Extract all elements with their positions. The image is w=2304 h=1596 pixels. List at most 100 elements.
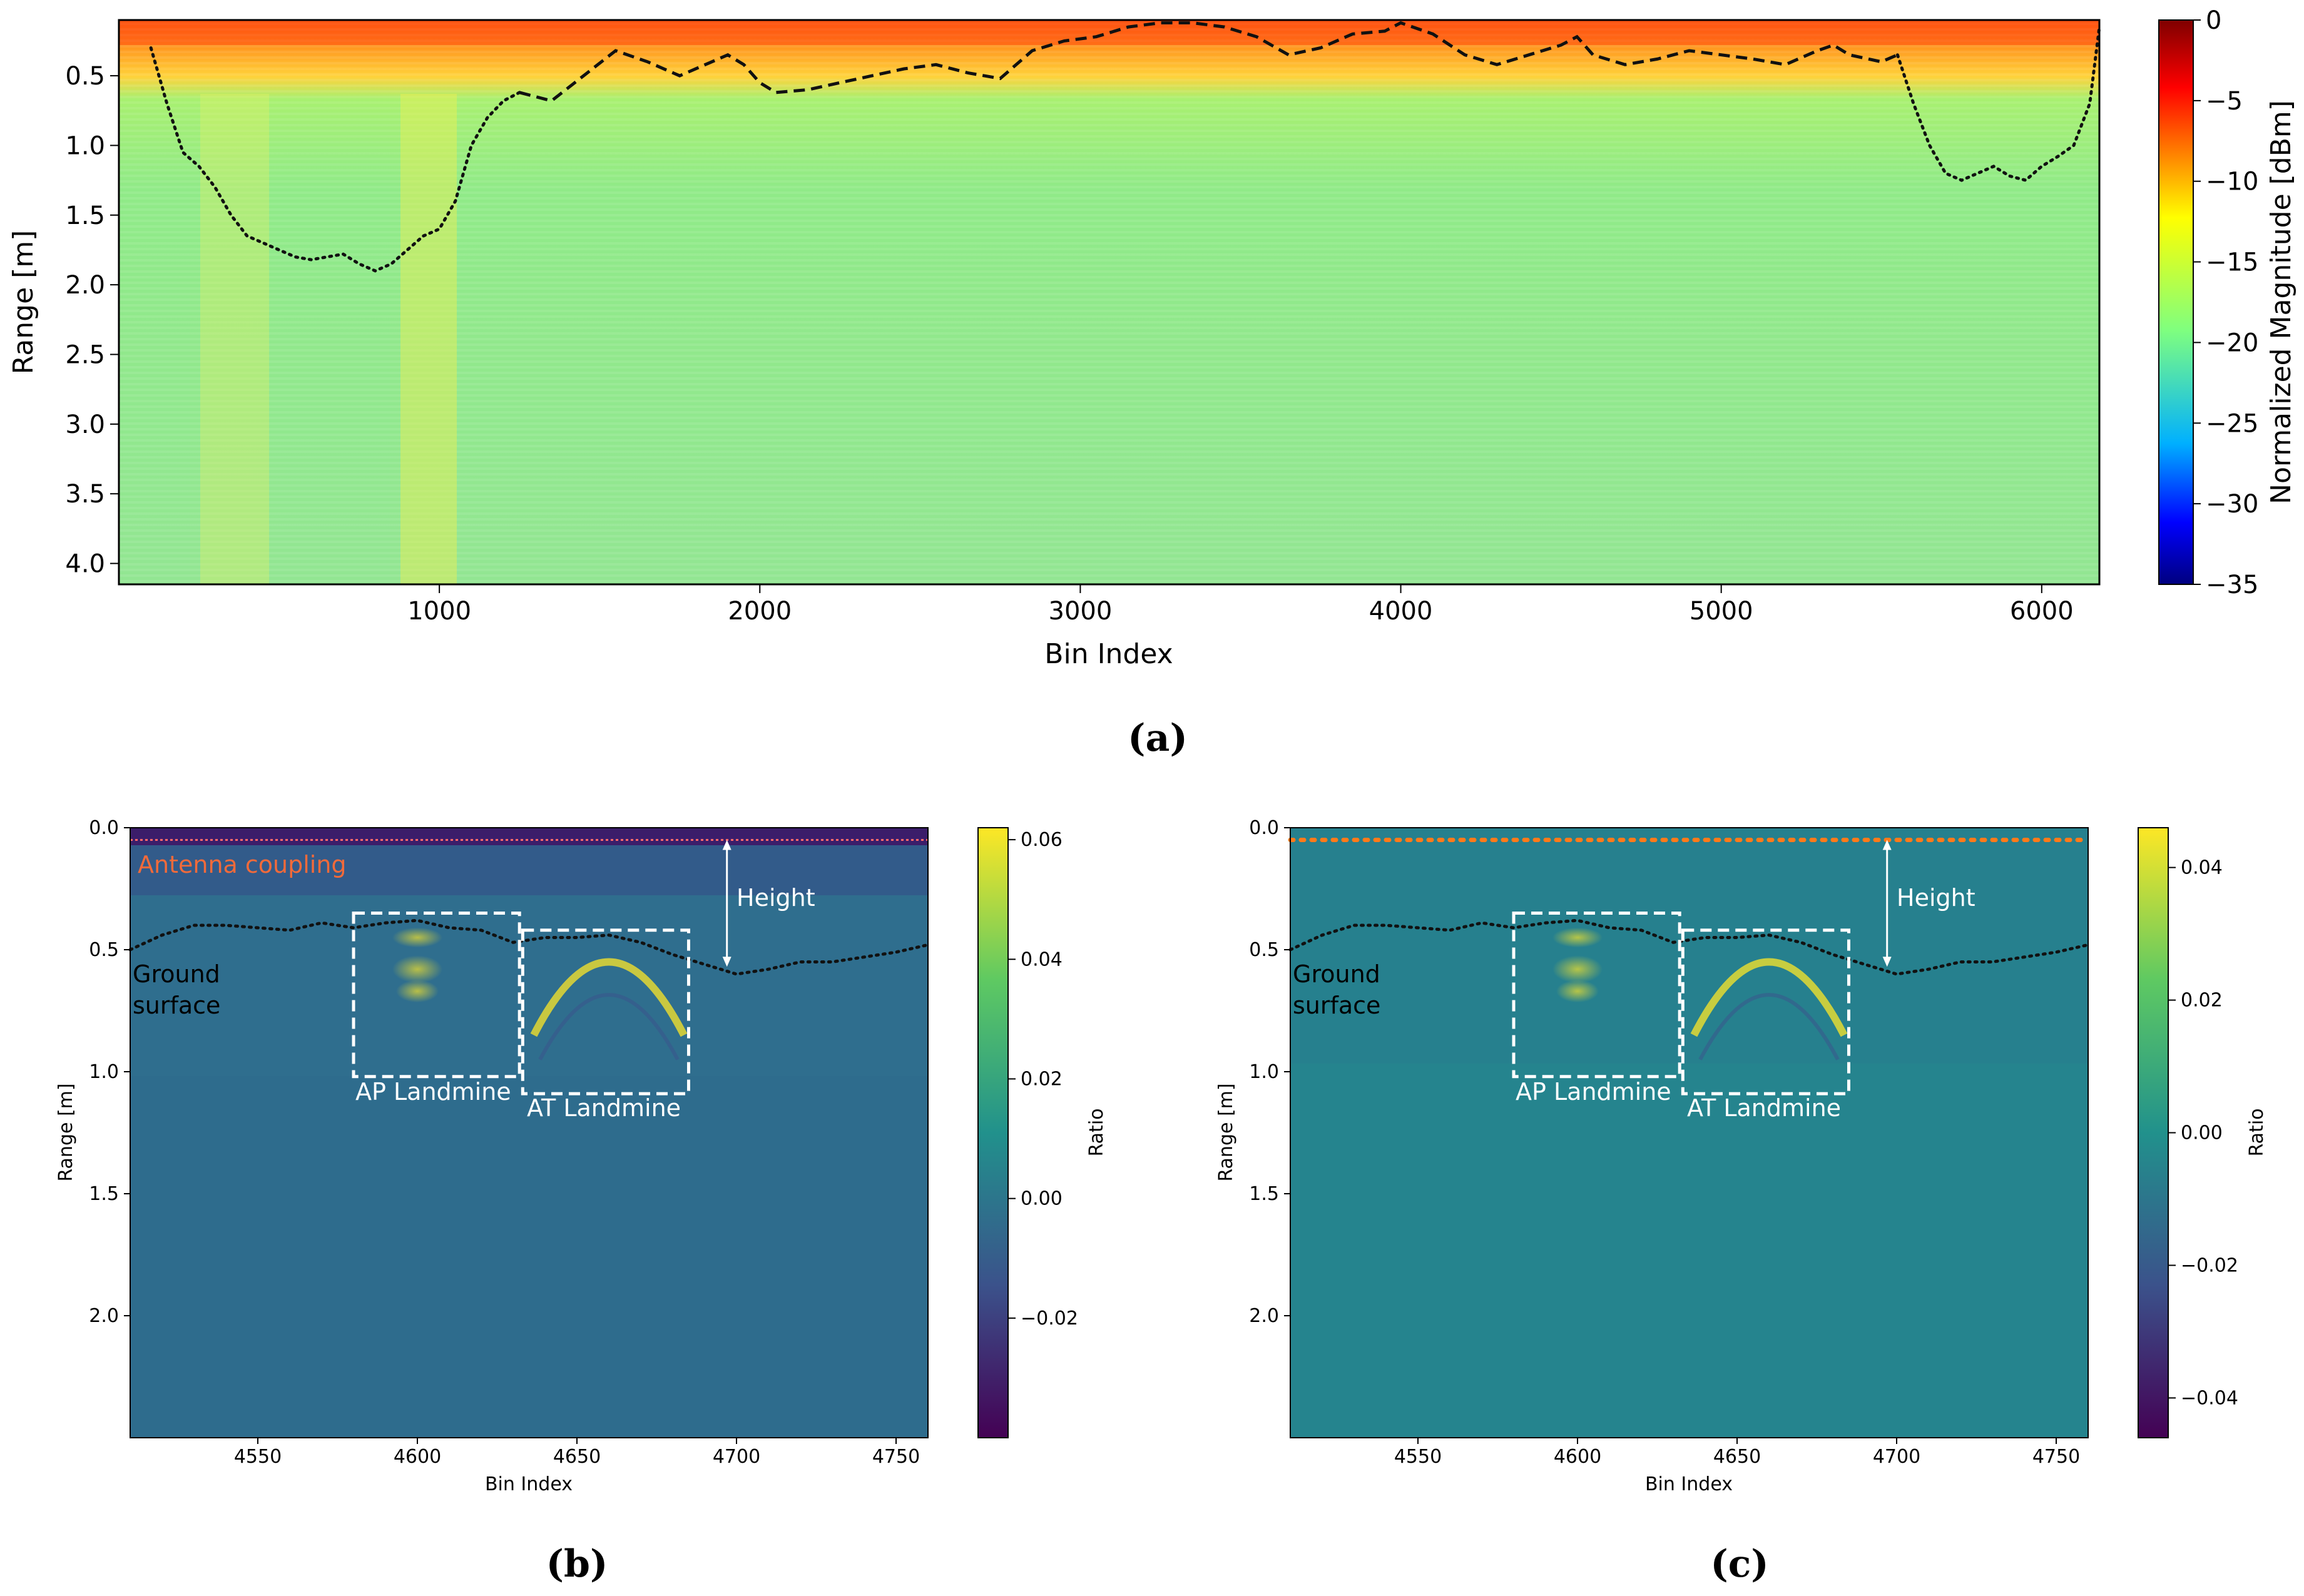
panel-c-lower-tone <box>1290 1064 2088 1438</box>
panel-b-label: (b) <box>546 1542 608 1586</box>
panel-b-ground-label-2: surface <box>133 992 220 1019</box>
ytick-label: 3.5 <box>65 480 105 509</box>
xtick-label: 4650 <box>1713 1446 1761 1468</box>
ytick-label: 2.0 <box>1249 1305 1279 1327</box>
colorbar-tick-label: −10 <box>2206 168 2258 196</box>
colorbar-tick-label: −0.02 <box>1021 1308 1078 1329</box>
ap-signature <box>1552 955 1603 984</box>
panel-b-ground-surface <box>128 918 930 976</box>
colorbar-tick-label: −20 <box>2206 328 2258 357</box>
xtick-label: 4550 <box>1394 1446 1442 1468</box>
panel-b-top-band <box>130 828 928 845</box>
xtick-label: 3000 <box>1049 597 1113 626</box>
colorbar-tick-label: 0 <box>2206 6 2221 35</box>
ytick-label: 1.0 <box>65 131 105 160</box>
panel-c-colorbar <box>2138 827 2169 1438</box>
panel-c-ylabel: Range [m] <box>1215 1083 1237 1181</box>
panel-b-lower-tone <box>130 1076 928 1438</box>
panel-c-at-label: AT Landmine <box>1687 1094 1841 1122</box>
panel-b-antenna-label: Antenna coupling <box>138 851 347 878</box>
panel-c-xlabel: Bin Index <box>1645 1473 1733 1495</box>
colorbar-tick-label: 0.04 <box>1021 948 1063 970</box>
panel-b-ticks: 4550 4600 4650 4700 4750 0.0 0.5 1.0 1.5 2.0 <box>89 817 920 1468</box>
xtick-label: 5000 <box>1690 597 1753 626</box>
ytick-label: 2.0 <box>65 271 105 300</box>
ytick-label: 1.0 <box>1249 1061 1279 1083</box>
panel-c-frame <box>1290 827 2089 1438</box>
xtick-label: 2000 <box>728 597 792 626</box>
panel-b-height-arrow <box>722 840 731 967</box>
ap-signature <box>1552 927 1603 948</box>
panel-a: 1000 2000 3000 4000 5000 6000 0.5 1.0 1.5 2.0 2.5 3… <box>8 6 2297 760</box>
ytick-label: 0.0 <box>89 817 119 839</box>
xtick-label: 6000 <box>2010 597 2074 626</box>
xtick-label: 4700 <box>1873 1446 1920 1468</box>
colorbar-tick-label: 0.00 <box>1021 1188 1063 1210</box>
ytick-label: 0.0 <box>1249 817 1279 839</box>
panel-a-xlabel: Bin Index <box>1044 638 1173 670</box>
panel-b-frame <box>130 827 929 1438</box>
landmine-box <box>1681 928 1851 1095</box>
xtick-label: 4750 <box>872 1446 920 1468</box>
panel-b-xlabel: Bin Index <box>485 1473 573 1495</box>
panel-c-boxes <box>1512 912 1851 1095</box>
xtick-label: 1000 <box>407 597 471 626</box>
ytick-label: 4.0 <box>65 550 105 579</box>
panel-b-height-label: Height <box>737 884 815 912</box>
colorbar-tick-label: 0.04 <box>2181 857 2223 879</box>
panel-c-height-arrow <box>1882 840 1892 967</box>
landmine-box <box>521 928 690 1095</box>
panel-c-ap-label: AP Landmine <box>1516 1078 1671 1106</box>
colorbar-tick-label: 0.06 <box>1021 829 1063 851</box>
height-arrow-head-top <box>1882 840 1892 850</box>
panel-b-boxes <box>352 912 690 1095</box>
panel-a-frame <box>118 19 2101 586</box>
panel-b-landmine-signatures <box>392 927 688 1060</box>
panel-c-colorbar-label: Ratio <box>2246 1108 2268 1156</box>
colorbar-tick-label: 0.00 <box>2181 1122 2223 1144</box>
xtick-label: 4550 <box>234 1446 282 1468</box>
panel-c-ground-label-1: Ground <box>1293 960 1380 988</box>
panel-c-landmine-signatures <box>1552 927 1848 1060</box>
ap-signature <box>392 927 442 948</box>
panel-a-bright-column-1 <box>200 94 269 584</box>
panel-a-bright-column-2 <box>400 94 457 584</box>
panel-c: Ground surface Height AP Landmine AT Lan… <box>1215 817 2268 1586</box>
panel-c-ticks: 4550 4600 4650 4700 4750 0.0 0.5 1.0 1.5 2.0 <box>1249 817 2080 1468</box>
panel-a-ground-surface-dotted <box>149 25 2101 273</box>
xtick-label: 4600 <box>1554 1446 1601 1468</box>
panel-a-colorbar <box>2158 19 2194 585</box>
panel-c-ground-label-2: surface <box>1293 992 1380 1019</box>
ytick-label: 0.5 <box>65 62 105 91</box>
panel-a-ground-surface-dashed <box>519 21 1899 103</box>
colorbar-tick-label: −30 <box>2206 490 2258 519</box>
panel-b-band <box>130 845 928 895</box>
height-arrow-head-bottom <box>1882 957 1892 967</box>
panel-b-ylabel: Range [m] <box>55 1083 77 1181</box>
panel-c-height-label: Height <box>1897 884 1975 912</box>
ytick-label: 1.5 <box>65 201 105 230</box>
at-signature <box>530 958 688 1037</box>
xtick-label: 4000 <box>1369 597 1433 626</box>
panel-b-ground-label-1: Ground <box>133 960 220 988</box>
height-arrow-head-bottom <box>722 957 731 967</box>
panel-a-ylabel: Range [m] <box>8 230 39 375</box>
ytick-label: 0.5 <box>1249 939 1279 961</box>
panel-c-label: (c) <box>1710 1542 1768 1586</box>
ap-signature <box>1556 980 1599 1003</box>
xtick-label: 4600 <box>394 1446 441 1468</box>
landmine-box <box>352 912 521 1079</box>
xtick-label: 4750 <box>2032 1446 2080 1468</box>
xtick-label: 4700 <box>713 1446 760 1468</box>
panel-b-ap-label: AP Landmine <box>355 1078 511 1106</box>
ytick-label: 0.5 <box>89 939 119 961</box>
ytick-label: 1.5 <box>89 1183 119 1205</box>
panel-b-colorbar-ticks: 0.06 0.04 0.02 0.00 −0.02 <box>1008 829 1078 1329</box>
panel-c-colorbar-ticks: 0.04 0.02 0.00 −0.02 −0.04 <box>2168 857 2238 1409</box>
panel-a-colorbar-ticks: 0 −5 −10 −15 −20 −25 −30 −35 <box>2193 6 2258 599</box>
at-signature <box>1690 958 1848 1037</box>
panel-c-ground-surface <box>1288 918 2090 976</box>
ytick-label: 3.0 <box>65 410 105 439</box>
colorbar-tick-label: 0.02 <box>2181 990 2223 1012</box>
